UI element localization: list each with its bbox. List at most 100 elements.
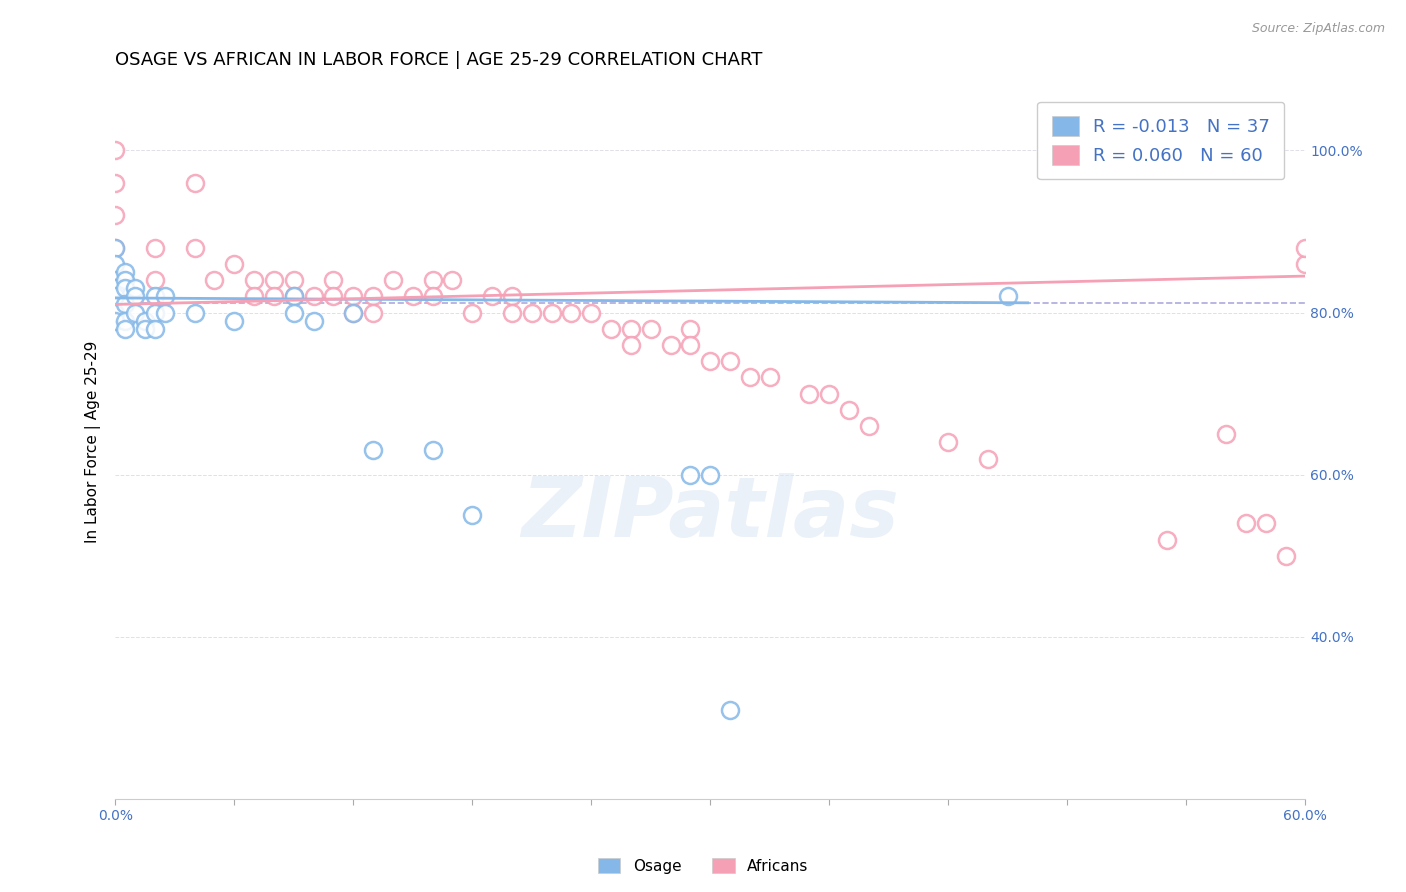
Point bbox=[143, 322, 166, 336]
Point bbox=[718, 703, 741, 717]
Point bbox=[560, 305, 582, 319]
Legend: Osage, Africans: Osage, Africans bbox=[592, 852, 814, 880]
Point bbox=[342, 305, 364, 319]
Point bbox=[679, 467, 702, 482]
Point bbox=[481, 289, 503, 303]
Point bbox=[134, 313, 156, 327]
Point bbox=[114, 273, 136, 287]
Point bbox=[104, 289, 127, 303]
Point bbox=[422, 443, 444, 458]
Point bbox=[124, 281, 146, 295]
Point bbox=[1274, 549, 1296, 563]
Point bbox=[283, 305, 305, 319]
Point bbox=[640, 322, 662, 336]
Point bbox=[600, 322, 623, 336]
Point bbox=[114, 281, 136, 295]
Point bbox=[153, 289, 176, 303]
Point bbox=[104, 281, 127, 295]
Point bbox=[114, 265, 136, 279]
Point bbox=[759, 370, 782, 384]
Text: ZIPatlas: ZIPatlas bbox=[522, 473, 900, 554]
Point bbox=[322, 273, 344, 287]
Point bbox=[997, 289, 1019, 303]
Point bbox=[183, 305, 205, 319]
Point bbox=[361, 443, 384, 458]
Point bbox=[1215, 427, 1237, 442]
Legend: R = -0.013   N = 37, R = 0.060   N = 60: R = -0.013 N = 37, R = 0.060 N = 60 bbox=[1038, 102, 1285, 179]
Point bbox=[581, 305, 603, 319]
Point bbox=[143, 305, 166, 319]
Point bbox=[620, 322, 643, 336]
Point bbox=[1156, 533, 1178, 547]
Point bbox=[699, 354, 721, 368]
Point bbox=[104, 144, 127, 158]
Point bbox=[936, 435, 959, 450]
Point bbox=[1234, 516, 1257, 531]
Point bbox=[124, 305, 146, 319]
Point bbox=[104, 176, 127, 190]
Point bbox=[104, 281, 127, 295]
Point bbox=[143, 289, 166, 303]
Point bbox=[659, 338, 682, 352]
Point bbox=[114, 297, 136, 311]
Point bbox=[124, 289, 146, 303]
Point bbox=[381, 273, 404, 287]
Point bbox=[520, 305, 543, 319]
Point bbox=[104, 241, 127, 255]
Point bbox=[153, 305, 176, 319]
Point bbox=[143, 273, 166, 287]
Point bbox=[302, 289, 325, 303]
Point bbox=[361, 305, 384, 319]
Point bbox=[183, 241, 205, 255]
Point bbox=[224, 313, 246, 327]
Point bbox=[620, 338, 643, 352]
Text: Source: ZipAtlas.com: Source: ZipAtlas.com bbox=[1251, 22, 1385, 36]
Point bbox=[679, 338, 702, 352]
Point bbox=[858, 419, 880, 434]
Point bbox=[738, 370, 761, 384]
Point bbox=[977, 451, 1000, 466]
Point bbox=[283, 289, 305, 303]
Text: OSAGE VS AFRICAN IN LABOR FORCE | AGE 25-29 CORRELATION CHART: OSAGE VS AFRICAN IN LABOR FORCE | AGE 25… bbox=[115, 51, 762, 69]
Point bbox=[818, 386, 841, 401]
Point bbox=[402, 289, 425, 303]
Point bbox=[263, 289, 285, 303]
Point bbox=[183, 176, 205, 190]
Point bbox=[224, 257, 246, 271]
Point bbox=[104, 241, 127, 255]
Y-axis label: In Labor Force | Age 25-29: In Labor Force | Age 25-29 bbox=[86, 341, 101, 543]
Point bbox=[422, 289, 444, 303]
Point bbox=[838, 402, 860, 417]
Point bbox=[1294, 257, 1316, 271]
Point bbox=[679, 322, 702, 336]
Point bbox=[441, 273, 464, 287]
Point bbox=[1254, 516, 1277, 531]
Point bbox=[243, 289, 266, 303]
Point bbox=[283, 289, 305, 303]
Point bbox=[422, 273, 444, 287]
Point bbox=[104, 273, 127, 287]
Point bbox=[342, 289, 364, 303]
Point bbox=[104, 313, 127, 327]
Point bbox=[104, 305, 127, 319]
Point bbox=[1294, 241, 1316, 255]
Point bbox=[104, 257, 127, 271]
Point bbox=[134, 322, 156, 336]
Point bbox=[104, 208, 127, 222]
Point bbox=[342, 305, 364, 319]
Point bbox=[322, 289, 344, 303]
Point bbox=[718, 354, 741, 368]
Point bbox=[501, 305, 523, 319]
Point bbox=[143, 241, 166, 255]
Point bbox=[501, 289, 523, 303]
Point bbox=[263, 273, 285, 287]
Point bbox=[540, 305, 562, 319]
Point bbox=[799, 386, 821, 401]
Point bbox=[302, 313, 325, 327]
Point bbox=[202, 273, 225, 287]
Point bbox=[699, 467, 721, 482]
Point bbox=[283, 273, 305, 287]
Point bbox=[243, 273, 266, 287]
Point bbox=[461, 508, 484, 523]
Point bbox=[361, 289, 384, 303]
